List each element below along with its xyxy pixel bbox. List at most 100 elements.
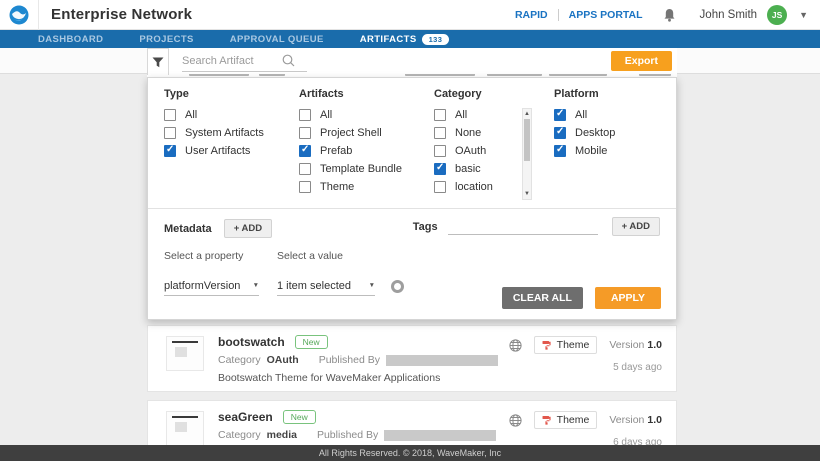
artifacts-option-template-bundle[interactable]: Template Bundle (299, 163, 402, 175)
nav-tab-dashboard[interactable]: DASHBOARD (38, 33, 104, 45)
main-nav: DASHBOARD PROJECTS APPROVAL QUEUE ARTIFA… (0, 30, 820, 48)
chevron-down-icon[interactable]: ▼ (799, 9, 808, 20)
checkbox[interactable] (299, 163, 311, 175)
scroll-up-icon[interactable]: ▲ (524, 111, 530, 117)
scrollbar-thumb[interactable] (524, 119, 530, 161)
property-select-label: Select a property (164, 250, 244, 262)
filter-groups: Type All System Artifacts User Artifacts… (148, 78, 676, 200)
tags-add-button[interactable]: + ADD (611, 217, 660, 236)
apps-portal-link[interactable]: APPS PORTAL (568, 8, 643, 21)
category-option-all[interactable]: All (434, 109, 493, 121)
artifact-thumbnail (166, 336, 204, 371)
apply-button[interactable]: APPLY (594, 287, 661, 309)
artifact-name[interactable]: seaGreen (218, 410, 273, 424)
checkbox[interactable] (434, 162, 446, 175)
nav-tab-artifacts[interactable]: ARTIFACTS 133 (342, 33, 468, 45)
checkbox[interactable] (434, 109, 446, 121)
publisher-redacted (385, 354, 498, 366)
checkbox[interactable] (299, 127, 311, 139)
type-option-all[interactable]: All (164, 109, 264, 121)
checkbox[interactable] (299, 181, 311, 193)
category-option-none[interactable]: None (434, 127, 493, 139)
tags-label: Tags (412, 220, 438, 233)
user-name[interactable]: John Smith (699, 8, 758, 21)
metadata-add-button[interactable]: + ADD (223, 219, 273, 238)
artifacts-option-all[interactable]: All (299, 109, 402, 121)
dropdown-caret-icon: ▼ (252, 282, 259, 289)
artifact-type-badge[interactable]: Theme (533, 336, 598, 354)
artifact-name[interactable]: bootswatch (218, 335, 285, 349)
checkbox[interactable] (164, 127, 176, 139)
artifact-type-badge[interactable]: Theme (533, 411, 598, 429)
wavemaker-logo-icon (9, 5, 29, 24)
globe-icon (509, 413, 522, 427)
clear-all-button[interactable]: CLEAR ALL (501, 287, 583, 309)
category-option-oauth[interactable]: OAuth (434, 145, 493, 157)
publisher-redacted (384, 429, 497, 441)
checkbox[interactable] (554, 144, 566, 157)
checkbox[interactable] (434, 181, 446, 193)
toolbar: Export (147, 48, 677, 75)
artifact-version: Version 1.0 (609, 414, 662, 426)
platform-option-desktop[interactable]: Desktop (554, 126, 615, 139)
platform-option-mobile[interactable]: Mobile (554, 144, 615, 157)
metadata-label: Metadata (164, 222, 212, 235)
theme-paint-icon (542, 341, 551, 350)
checkbox[interactable] (164, 109, 176, 121)
property-dropdown[interactable]: platformVersion ▼ (164, 276, 259, 296)
filter-funnel-icon (152, 57, 164, 67)
search-input[interactable] (182, 54, 282, 67)
artifact-thumbnail (166, 411, 204, 446)
page-title: Enterprise Network (51, 6, 193, 23)
category-scrollbar[interactable]: ▲ ▼ (522, 108, 532, 200)
artifacts-option-prefab[interactable]: Prefab (299, 144, 402, 157)
filter-group-type: Type All System Artifacts User Artifacts (164, 88, 264, 163)
artifacts-option-theme[interactable]: Theme (299, 181, 402, 193)
checkbox[interactable] (434, 127, 446, 139)
checkbox[interactable] (554, 126, 566, 139)
footer: All Rights Reserved. © 2018, WaveMaker, … (0, 445, 820, 461)
filter-group-category: Category All None OAuth basic (434, 88, 493, 199)
filter-toggle-button[interactable] (147, 48, 169, 75)
metadata-section: Metadata + ADD Tags + ADD Select a prope… (148, 209, 676, 296)
tags-input[interactable] (447, 218, 598, 235)
search-icon[interactable] (282, 54, 295, 67)
remove-metadata-filter-icon[interactable] (391, 279, 404, 293)
theme-paint-icon (542, 416, 551, 425)
platform-option-all[interactable]: All (554, 108, 615, 121)
category-option-basic[interactable]: basic (434, 162, 493, 175)
export-button[interactable]: Export (610, 51, 672, 71)
avatar[interactable]: JS (767, 4, 788, 25)
type-option-user-artifacts[interactable]: User Artifacts (164, 144, 264, 157)
type-option-system-artifacts[interactable]: System Artifacts (164, 127, 264, 139)
artifact-row-bootswatch[interactable]: bootswatch New Category OAuth Published … (147, 325, 677, 392)
panel-divider (148, 208, 676, 209)
rapid-link[interactable]: RAPID (514, 8, 548, 21)
artifact-description: Bootswatch Theme for WaveMaker Applicati… (218, 372, 441, 384)
checkbox[interactable] (299, 144, 311, 157)
checkbox[interactable] (164, 144, 176, 157)
tags-section: Tags + ADD (413, 217, 660, 236)
checkbox[interactable] (434, 145, 446, 157)
artifact-version: Version 1.0 (609, 339, 662, 351)
nav-tab-approval-queue[interactable]: APPROVAL QUEUE (229, 33, 324, 45)
value-dropdown[interactable]: 1 item selected ▼ (277, 276, 375, 296)
dropdown-caret-icon: ▼ (368, 282, 375, 289)
new-badge: New (294, 335, 328, 349)
category-option-location[interactable]: location (434, 181, 493, 193)
filter-group-artifacts: Artifacts All Project Shell Prefab Templ… (299, 88, 402, 199)
header-divider (38, 0, 39, 30)
scroll-down-icon[interactable]: ▼ (524, 191, 530, 197)
filter-panel: Type All System Artifacts User Artifacts… (147, 77, 677, 320)
globe-icon (509, 338, 522, 352)
new-badge: New (282, 410, 316, 424)
artifact-age: 6 days ago (613, 437, 662, 448)
link-divider (557, 8, 559, 21)
checkbox[interactable] (299, 109, 311, 121)
artifacts-option-project-shell[interactable]: Project Shell (299, 127, 402, 139)
notifications-bell-icon[interactable] (663, 8, 676, 22)
nav-tab-projects[interactable]: PROJECTS (139, 33, 194, 45)
checkbox[interactable] (554, 108, 566, 121)
app-header: Enterprise Network RAPID APPS PORTAL Joh… (0, 0, 820, 30)
